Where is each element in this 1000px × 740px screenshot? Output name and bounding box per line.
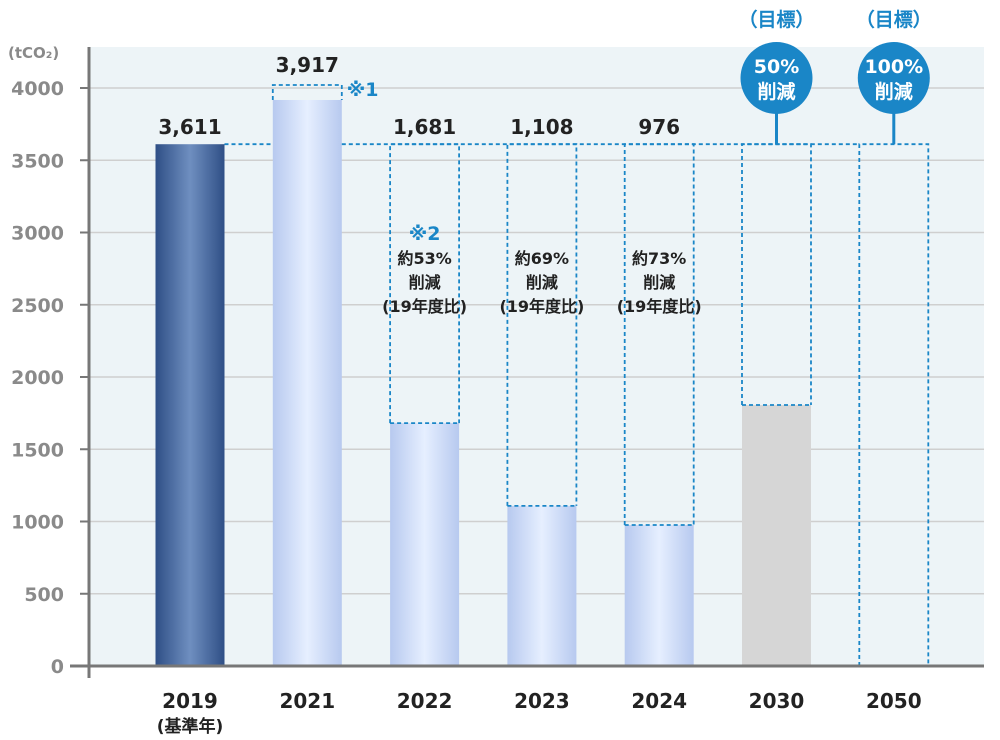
labels: 0 500 1000 1500 2000 2500 3000 3500 4000 (tCO₂) 3,… — [8, 8, 932, 737]
target-heading: （目標） — [738, 8, 814, 31]
x-tick-label: 2021 — [279, 689, 335, 713]
x-tick-label: 2050 — [866, 689, 922, 713]
target-badge — [740, 42, 813, 114]
axes — [70, 47, 984, 678]
value-label: 1,108 — [510, 115, 573, 139]
target-badge-value: 100% — [864, 56, 923, 78]
bar-2021 — [272, 99, 342, 666]
x-tick-sublabel: (基準年) — [157, 716, 224, 737]
reduction-outline-2023 — [506, 143, 578, 506]
x-tick-label: 2030 — [749, 689, 805, 713]
bar-2024 — [624, 524, 694, 666]
reduction-label: 約53% — [397, 249, 451, 268]
y-unit-label: (tCO₂) — [8, 44, 59, 62]
x-tick-label: 2024 — [631, 689, 687, 713]
value-label: 976 — [638, 115, 680, 139]
reduction-label: 約69% — [515, 249, 569, 268]
y-tick-label: 1500 — [11, 439, 64, 461]
note-label: ※2 — [409, 223, 441, 245]
x-tick-label: 2022 — [397, 689, 453, 713]
target-badge-label: 削減 — [875, 80, 913, 103]
y-tick-label: 500 — [24, 584, 64, 606]
reduction-label: 削減 — [526, 273, 558, 292]
target-badge — [857, 42, 930, 114]
y-tick-label: 3000 — [11, 223, 64, 245]
reduction-label: (19年度比) — [499, 297, 584, 316]
y-tick-label: 2000 — [11, 367, 64, 389]
value-label: 3,611 — [158, 115, 221, 139]
reduction-label: 約73% — [632, 249, 686, 268]
reduction-overlay — [224, 42, 930, 666]
reduction-label: 削減 — [643, 273, 675, 292]
increase-outline — [271, 84, 343, 100]
target-heading: （目標） — [856, 8, 932, 31]
bar-2022 — [390, 423, 460, 666]
y-tick-label: 4000 — [11, 78, 64, 100]
reduction-label: (19年度比) — [617, 297, 702, 316]
bar-2019 — [155, 144, 225, 666]
y-tick-label: 2500 — [11, 295, 64, 317]
x-tick-label: 2019 — [162, 689, 218, 713]
reduction-label: 削減 — [409, 273, 441, 292]
bars — [155, 99, 811, 666]
value-label: 1,681 — [393, 115, 456, 139]
x-tick-label: 2023 — [514, 689, 570, 713]
bar-2030 — [742, 405, 811, 666]
y-tick-label: 3500 — [11, 150, 64, 172]
reduction-label: (19年度比) — [382, 297, 467, 316]
note-label: ※1 — [347, 79, 379, 101]
bar-2023 — [507, 505, 577, 666]
value-label: 3,917 — [276, 53, 339, 77]
target-badge-label: 削減 — [757, 80, 795, 103]
y-tick-label: 1000 — [11, 512, 64, 534]
y-tick-label: 0 — [51, 656, 64, 678]
target-badge-value: 50% — [754, 56, 799, 78]
